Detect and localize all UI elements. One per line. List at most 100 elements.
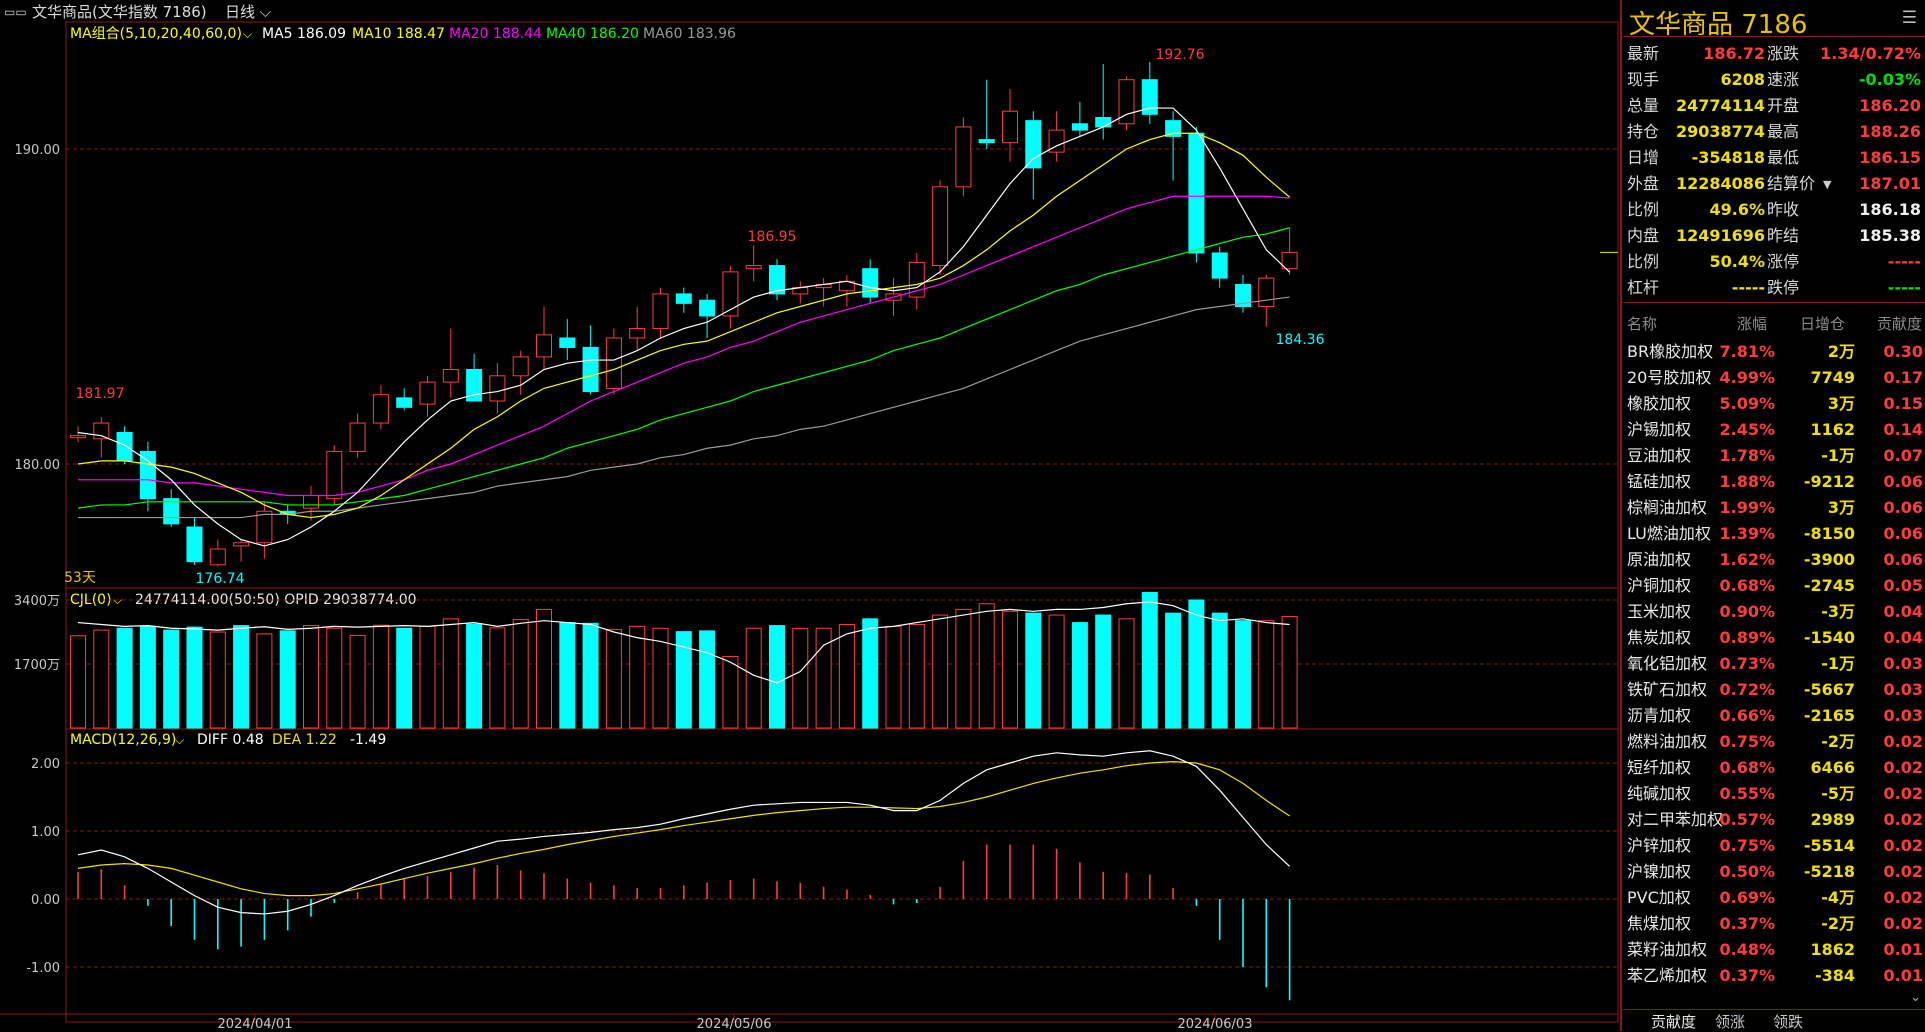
tab-contrib[interactable]: 贡献度	[1651, 1013, 1697, 1031]
volume-bar[interactable]	[163, 629, 180, 729]
candle[interactable]	[116, 432, 133, 462]
col-header-change[interactable]: 涨幅	[1737, 315, 1768, 333]
volume-bar[interactable]	[1165, 612, 1182, 729]
volume-bar[interactable]	[769, 625, 785, 729]
list-item[interactable]: LU燃油加权 1.39% -8150 0.06	[1623, 521, 1925, 547]
col-header-name[interactable]: 名称	[1627, 315, 1658, 333]
candle[interactable]	[442, 369, 459, 383]
candle[interactable]	[303, 495, 319, 509]
volume-bar[interactable]	[1188, 599, 1205, 729]
candle[interactable]	[70, 435, 86, 439]
volume-bar[interactable]	[349, 634, 366, 729]
volume-bar[interactable]	[699, 630, 716, 729]
list-item[interactable]: BR橡胶加权 7.81% 2万 0.30	[1623, 339, 1925, 365]
list-item[interactable]: 原油加权 1.62% -3900 0.06	[1623, 547, 1925, 573]
volume-bar[interactable]	[838, 623, 855, 729]
list-item[interactable]: 燃料油加权 0.75% -2万 0.02	[1623, 729, 1925, 755]
candle[interactable]	[512, 356, 529, 377]
candle[interactable]	[1048, 129, 1065, 153]
list-item[interactable]: 豆油加权 1.78% -1万 0.07	[1623, 443, 1925, 469]
candle[interactable]	[629, 328, 646, 339]
candle[interactable]	[652, 293, 669, 330]
scroll-down-icon[interactable]: ⌄	[1910, 990, 1921, 1005]
volume-bar[interactable]	[722, 655, 739, 729]
candle[interactable]	[745, 265, 762, 270]
candle[interactable]	[1141, 79, 1158, 115]
volume-bar[interactable]	[93, 629, 110, 729]
volume-bar[interactable]	[1141, 591, 1158, 729]
candle[interactable]	[1071, 123, 1088, 131]
caret-down-icon[interactable]: ▼	[1823, 178, 1832, 191]
volume-bar[interactable]	[629, 625, 646, 729]
candle[interactable]	[978, 139, 995, 144]
volume-bar[interactable]	[605, 628, 622, 729]
volume-bar[interactable]	[745, 627, 762, 729]
volume-bar[interactable]	[1095, 614, 1112, 729]
candle[interactable]	[233, 542, 250, 547]
tab-leaders-up[interactable]: 领涨	[1715, 1013, 1746, 1031]
candle[interactable]	[862, 268, 879, 298]
volume-bar[interactable]	[186, 626, 203, 729]
candle[interactable]	[559, 337, 576, 348]
volume-bar[interactable]	[372, 624, 389, 729]
volume-bar[interactable]	[1048, 614, 1065, 729]
candle[interactable]	[419, 381, 436, 405]
volume-bar[interactable]	[396, 627, 413, 729]
candle[interactable]	[769, 265, 785, 295]
list-item[interactable]: 锰硅加权 1.88% -9212 0.06	[1623, 469, 1925, 495]
volume-bar[interactable]	[209, 631, 226, 729]
candle[interactable]	[326, 450, 343, 500]
list-item[interactable]: 铁矿石加权 0.72% -5667 0.03	[1623, 677, 1925, 703]
volume-bar[interactable]	[326, 627, 343, 729]
volume-bar[interactable]	[303, 625, 319, 729]
volume-bar[interactable]	[955, 608, 972, 729]
volume-bar[interactable]	[489, 627, 506, 729]
volume-bar[interactable]	[978, 603, 995, 729]
volume-bar[interactable]	[1211, 612, 1228, 729]
candle[interactable]	[186, 526, 203, 563]
volume-bar[interactable]	[512, 619, 529, 729]
candle[interactable]	[722, 271, 739, 317]
volume-bar[interactable]	[419, 625, 436, 729]
list-item[interactable]: 纯碱加权 0.55% -5万 0.02	[1623, 781, 1925, 807]
volume-bar[interactable]	[536, 608, 552, 729]
candle[interactable]	[955, 126, 972, 188]
list-item[interactable]: 沪镍加权 0.50% -5218 0.02	[1623, 859, 1925, 885]
list-item[interactable]: 对二甲苯加权 0.57% 2989 0.02	[1623, 807, 1925, 833]
list-item[interactable]: 橡胶加权 5.09% 3万 0.15	[1623, 391, 1925, 417]
volume-bar[interactable]	[466, 623, 483, 729]
volume-bar[interactable]	[559, 622, 576, 729]
list-item[interactable]: 沪锌加权 0.75% -5514 0.02	[1623, 833, 1925, 859]
volume-bar[interactable]	[1118, 618, 1135, 729]
candle[interactable]	[1025, 120, 1042, 169]
list-item[interactable]: 沪锡加权 2.45% 1162 0.14	[1623, 417, 1925, 443]
candle[interactable]	[349, 422, 366, 452]
volume-bar[interactable]	[652, 627, 669, 729]
volume-bar[interactable]	[70, 635, 86, 729]
volume-bar[interactable]	[442, 618, 459, 729]
candle[interactable]	[1211, 252, 1228, 279]
candle[interactable]	[489, 375, 506, 402]
list-item[interactable]: 焦煤加权 0.37% -2万 0.02	[1623, 911, 1925, 937]
candle[interactable]	[1258, 277, 1275, 307]
list-item[interactable]: 菜籽油加权 0.48% 1862 0.01	[1623, 937, 1925, 963]
volume-bar[interactable]	[256, 633, 273, 729]
col-header-contrib[interactable]: 贡献度	[1877, 315, 1923, 333]
candle[interactable]	[699, 299, 716, 317]
list-item[interactable]: PVC加权 0.69% -4万 0.02	[1623, 885, 1925, 911]
candle[interactable]	[675, 293, 692, 304]
list-item[interactable]: 20号胶加权 4.99% 7749 0.17	[1623, 365, 1925, 391]
candle[interactable]	[1095, 117, 1112, 128]
volume-bar[interactable]	[1235, 620, 1251, 729]
candle[interactable]	[209, 548, 226, 566]
volume-bar[interactable]	[932, 614, 949, 729]
candle[interactable]	[139, 450, 156, 500]
candle[interactable]	[1188, 132, 1205, 254]
candle[interactable]	[256, 510, 273, 544]
candle[interactable]	[1165, 120, 1182, 137]
list-menu-icon[interactable]: ☰	[1901, 8, 1917, 28]
list-item[interactable]: 氧化铝加权 0.73% -1万 0.03	[1623, 651, 1925, 677]
volume-bar[interactable]	[862, 618, 879, 729]
volume-bar[interactable]	[1281, 616, 1298, 729]
